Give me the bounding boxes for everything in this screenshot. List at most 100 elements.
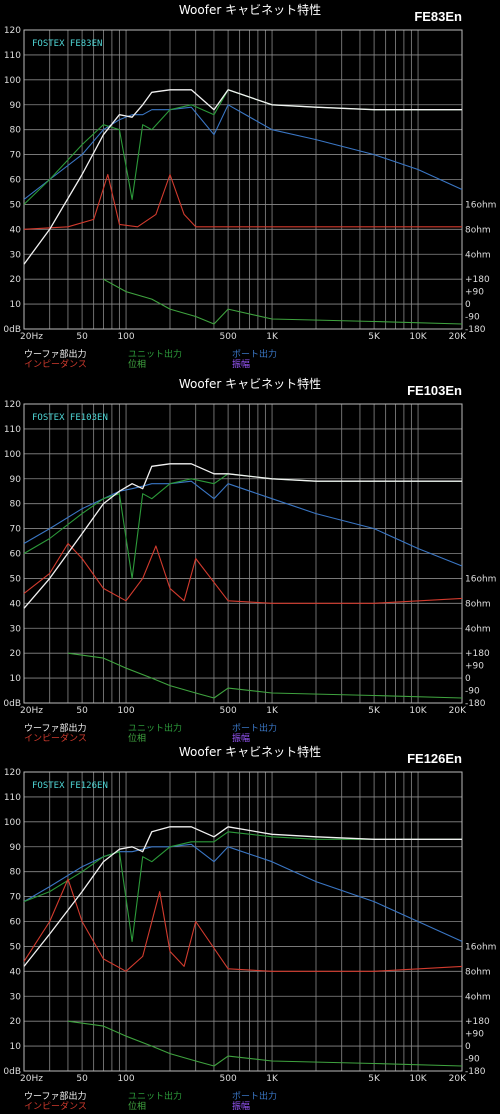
y-tick-label: 10 bbox=[10, 674, 22, 684]
series-line-1 bbox=[23, 89, 462, 205]
legend-item-woofer: ウーファ部出力 bbox=[24, 350, 87, 360]
model-label: FE83En bbox=[414, 9, 462, 24]
frequency-response-plot: 0dB 10 20 30 40 50 60 70 80 90 100 110 120 20Hz 50 100 5… bbox=[3, 768, 496, 1084]
y-tick-label: 70 bbox=[10, 151, 22, 161]
y-tick-label: 90 bbox=[10, 843, 22, 853]
legend-item-distortion: 振幅 bbox=[232, 360, 251, 370]
y-tick-label: 80 bbox=[10, 868, 22, 878]
x-tick-label: 20K bbox=[449, 706, 467, 716]
chart-title: Woofer キャビネット特性 bbox=[178, 377, 322, 391]
x-tick-label: 500 bbox=[220, 706, 237, 716]
chart-panel-fe126en: Woofer キャビネット特性 FE126En 0dB 10 20 30 40 50 60 70 8… bbox=[0, 742, 500, 1112]
y-tick-label: 70 bbox=[10, 525, 22, 535]
y-tick-label: 50 bbox=[10, 942, 22, 952]
frequency-response-plot: 0dB 10 20 30 40 50 60 70 80 90 100 110 120 20Hz 50 100 5… bbox=[3, 400, 496, 716]
x-tick-label: 100 bbox=[117, 1074, 134, 1084]
series-line-1 bbox=[23, 473, 462, 579]
legend-item-phase: 位相 bbox=[128, 360, 147, 370]
legend-item-unit: ユニット出力 bbox=[128, 724, 183, 734]
right-tick-label: +90 bbox=[465, 662, 484, 672]
right-tick-label: -180 bbox=[465, 699, 486, 709]
y-tick-label: 70 bbox=[10, 893, 22, 903]
legend-item-impedance: インピーダンス bbox=[24, 1102, 87, 1112]
right-tick-label: 8ohm bbox=[465, 599, 491, 609]
series-line-0 bbox=[23, 89, 462, 265]
series-line-4 bbox=[67, 652, 463, 699]
chart-panel-fe83en: Woofer キャビネット特性 FE83En 0dB 10 20 30 40 50 60 70 80… bbox=[0, 0, 500, 370]
series-line-2 bbox=[23, 104, 463, 200]
right-tick-label: +180 bbox=[465, 275, 490, 285]
chart-panel-fe103en: Woofer キャビネット特性 FE103En 0dB 10 20 30 40 50 60 70 8… bbox=[0, 374, 500, 744]
x-tick-label: 10K bbox=[409, 332, 427, 342]
legend-item-distortion: 振幅 bbox=[232, 1102, 251, 1112]
x-tick-label: 10K bbox=[409, 706, 427, 716]
legend-item-distortion: 振幅 bbox=[232, 734, 251, 744]
y-tick-label: 100 bbox=[4, 818, 21, 828]
y-tick-label: 120 bbox=[4, 26, 21, 36]
right-tick-label: 4ohm bbox=[465, 250, 491, 260]
series-line-4 bbox=[103, 278, 463, 325]
y-tick-label: 20 bbox=[10, 649, 22, 659]
x-tick-label: 5K bbox=[368, 1074, 381, 1084]
series-line-3 bbox=[23, 878, 463, 972]
frequency-response-plot: 0dB 10 20 30 40 50 60 70 80 90 100 110 120 20Hz 50 100 5… bbox=[3, 26, 496, 342]
right-tick-label: -180 bbox=[465, 325, 486, 335]
y-tick-label: 80 bbox=[10, 126, 22, 136]
right-tick-label: 0 bbox=[465, 674, 471, 684]
right-tick-label: 0 bbox=[465, 300, 471, 310]
right-tick-label: 16ohm bbox=[465, 200, 496, 210]
right-tick-label: 0 bbox=[465, 1042, 471, 1052]
y-tick-label: 30 bbox=[10, 250, 22, 260]
series-line-0 bbox=[23, 463, 462, 609]
y-tick-label: 10 bbox=[10, 300, 22, 310]
x-tick-label: 5K bbox=[368, 706, 381, 716]
right-tick-label: +180 bbox=[465, 1017, 490, 1027]
chart-title: Woofer キャビネット特性 bbox=[178, 745, 322, 759]
chart-title: Woofer キャビネット特性 bbox=[178, 3, 322, 17]
right-tick-label: 4ohm bbox=[465, 992, 491, 1002]
series-line-2 bbox=[23, 843, 463, 942]
series-line-4 bbox=[67, 1020, 463, 1067]
y-tick-label: 120 bbox=[4, 768, 21, 778]
y-tick-label: 110 bbox=[4, 425, 21, 435]
right-tick-label: +90 bbox=[465, 1030, 484, 1040]
y-tick-label: 110 bbox=[4, 793, 21, 803]
legend-item-unit: ユニット出力 bbox=[128, 1092, 183, 1102]
legend-item-impedance: インピーダンス bbox=[24, 734, 87, 744]
y-tick-label: 100 bbox=[4, 76, 21, 86]
y-tick-label: 90 bbox=[10, 101, 22, 111]
y-tick-label: 90 bbox=[10, 475, 22, 485]
y-tick-label: 40 bbox=[10, 599, 22, 609]
x-tick-label: 1K bbox=[266, 332, 279, 342]
legend-item-port: ポート出力 bbox=[232, 724, 278, 734]
x-tick-label: 100 bbox=[117, 706, 134, 716]
x-tick-label: 20Hz bbox=[20, 332, 43, 342]
model-label: FE103En bbox=[407, 383, 462, 398]
right-tick-label: -90 bbox=[465, 313, 480, 323]
brand-label: FOSTEX FE126EN bbox=[32, 781, 108, 791]
right-tick-label: +90 bbox=[465, 288, 484, 298]
x-tick-label: 20K bbox=[449, 1074, 467, 1084]
x-tick-label: 1K bbox=[266, 706, 279, 716]
y-tick-label: 50 bbox=[10, 574, 22, 584]
plot-frame bbox=[23, 29, 463, 330]
y-tick-label: 80 bbox=[10, 500, 22, 510]
y-tick-label: 60 bbox=[10, 550, 22, 560]
legend-item-phase: 位相 bbox=[128, 734, 147, 744]
x-tick-label: 10K bbox=[409, 1074, 427, 1084]
right-tick-label: 16ohm bbox=[465, 574, 496, 584]
y-tick-label: 0dB bbox=[3, 699, 21, 709]
y-tick-label: 40 bbox=[10, 225, 22, 235]
plot-frame bbox=[23, 771, 463, 1072]
right-tick-label: 16ohm bbox=[465, 942, 496, 952]
y-tick-label: 60 bbox=[10, 918, 22, 928]
x-tick-label: 100 bbox=[117, 332, 134, 342]
y-tick-label: 20 bbox=[10, 1017, 22, 1027]
series-line-3 bbox=[23, 542, 463, 604]
series-line-0 bbox=[23, 826, 462, 967]
series-line-1 bbox=[23, 831, 462, 942]
y-tick-label: 40 bbox=[10, 967, 22, 977]
right-tick-label: -90 bbox=[465, 687, 480, 697]
legend-item-woofer: ウーファ部出力 bbox=[24, 724, 87, 734]
model-label: FE126En bbox=[407, 751, 462, 766]
